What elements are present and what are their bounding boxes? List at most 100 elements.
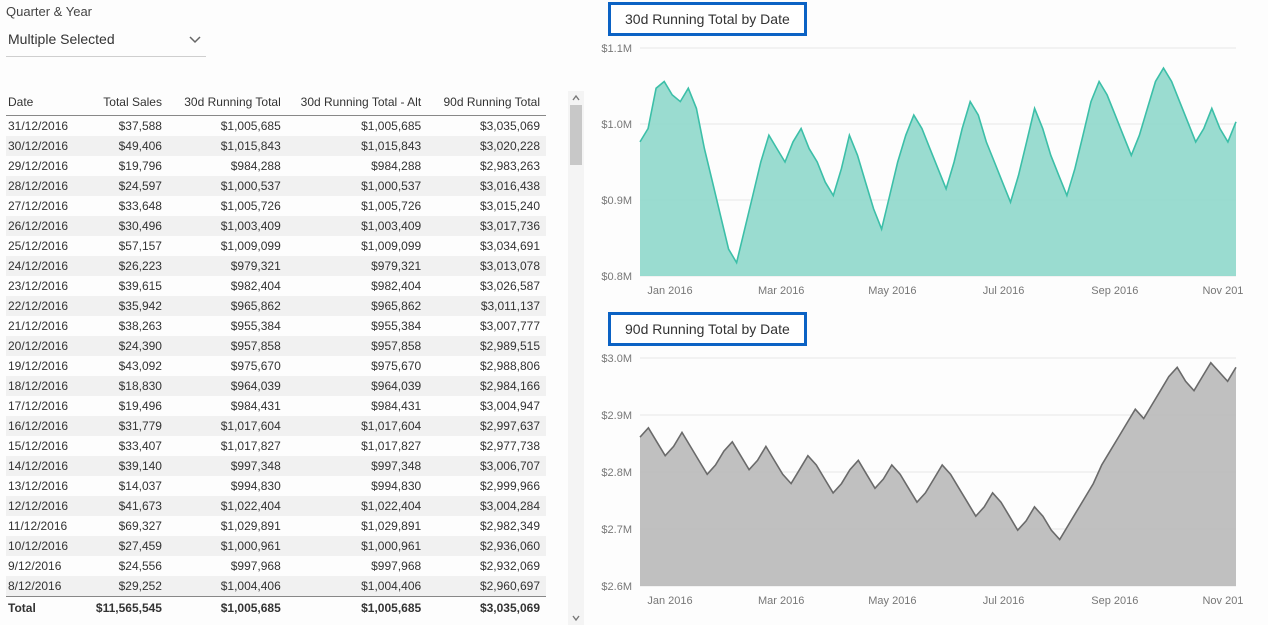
cell-date: 31/12/2016 (6, 116, 82, 137)
svg-text:Jul 2016: Jul 2016 (983, 595, 1025, 607)
cell-value: $2,984,166 (427, 376, 546, 396)
cell-value: $1,022,404 (168, 496, 287, 516)
table-row[interactable]: 31/12/2016$37,588$1,005,685$1,005,685$3,… (6, 116, 546, 137)
table-row[interactable]: 27/12/2016$33,648$1,005,726$1,005,726$3,… (6, 196, 546, 216)
table-row[interactable]: 24/12/2016$26,223$979,321$979,321$3,013,… (6, 256, 546, 276)
slicer-value: Multiple Selected (8, 31, 115, 47)
svg-text:$1.0M: $1.0M (601, 119, 632, 131)
cell-value: $3,017,736 (427, 216, 546, 236)
table-row[interactable]: 17/12/2016$19,496$984,431$984,431$3,004,… (6, 396, 546, 416)
cell-value: $19,796 (82, 156, 168, 176)
table-row[interactable]: 26/12/2016$30,496$1,003,409$1,003,409$3,… (6, 216, 546, 236)
table-row[interactable]: 23/12/2016$39,615$982,404$982,404$3,026,… (6, 276, 546, 296)
table-row[interactable]: 11/12/2016$69,327$1,029,891$1,029,891$2,… (6, 516, 546, 536)
cell-value: $1,000,961 (168, 536, 287, 556)
cell-value: $33,407 (82, 436, 168, 456)
cell-value: $997,348 (287, 456, 427, 476)
scrollbar-thumb[interactable] (570, 105, 582, 165)
table-scrollbar[interactable] (568, 91, 584, 625)
table-row[interactable]: 15/12/2016$33,407$1,017,827$1,017,827$2,… (6, 436, 546, 456)
cell-date: 13/12/2016 (6, 476, 82, 496)
svg-text:May 2016: May 2016 (868, 595, 916, 607)
table-row[interactable]: 21/12/2016$38,263$955,384$955,384$3,007,… (6, 316, 546, 336)
cell-value: $18,830 (82, 376, 168, 396)
cell-value: $2,936,060 (427, 536, 546, 556)
svg-text:Mar 2016: Mar 2016 (758, 595, 804, 607)
svg-text:$2.7M: $2.7M (601, 524, 632, 536)
svg-text:$1.1M: $1.1M (601, 43, 632, 55)
table-row[interactable]: 9/12/2016$24,556$997,968$997,968$2,932,0… (6, 556, 546, 576)
table-row[interactable]: 8/12/2016$29,252$1,004,406$1,004,406$2,9… (6, 576, 546, 597)
cell-value: $39,140 (82, 456, 168, 476)
cell-value: $3,006,707 (427, 456, 546, 476)
cell-value: $957,858 (287, 336, 427, 356)
table-row[interactable]: 20/12/2016$24,390$957,858$957,858$2,989,… (6, 336, 546, 356)
slicer-dropdown[interactable]: Multiple Selected (6, 25, 206, 57)
chart-30d[interactable]: $0.8M$0.9M$1.0M$1.1MJan 2016Mar 2016May … (584, 40, 1244, 302)
column-header[interactable]: 30d Running Total - Alt (287, 91, 427, 116)
column-header[interactable]: Date (6, 91, 82, 116)
cell-date: 27/12/2016 (6, 196, 82, 216)
chart-90d-title: 90d Running Total by Date (608, 312, 807, 346)
cell-value: $1,000,961 (287, 536, 427, 556)
cell-date: 28/12/2016 (6, 176, 82, 196)
table-row[interactable]: 30/12/2016$49,406$1,015,843$1,015,843$3,… (6, 136, 546, 156)
table-row[interactable]: 29/12/2016$19,796$984,288$984,288$2,983,… (6, 156, 546, 176)
cell-value: $984,431 (287, 396, 427, 416)
cell-value: $49,406 (82, 136, 168, 156)
cell-date: 18/12/2016 (6, 376, 82, 396)
total-cell: Total (6, 597, 82, 619)
cell-value: $965,862 (287, 296, 427, 316)
cell-date: 12/12/2016 (6, 496, 82, 516)
svg-text:$2.9M: $2.9M (601, 410, 632, 422)
cell-value: $37,588 (82, 116, 168, 137)
cell-value: $1,005,726 (168, 196, 287, 216)
cell-date: 23/12/2016 (6, 276, 82, 296)
cell-value: $1,005,685 (168, 116, 287, 137)
table-row[interactable]: 13/12/2016$14,037$994,830$994,830$2,999,… (6, 476, 546, 496)
data-table[interactable]: DateTotal Sales30d Running Total30d Runn… (6, 91, 564, 625)
chevron-down-icon (188, 32, 202, 46)
table-row[interactable]: 14/12/2016$39,140$997,348$997,348$3,006,… (6, 456, 546, 476)
cell-value: $984,431 (168, 396, 287, 416)
cell-value: $3,004,947 (427, 396, 546, 416)
column-header[interactable]: 90d Running Total (427, 91, 546, 116)
cell-value: $975,670 (168, 356, 287, 376)
svg-text:May 2016: May 2016 (868, 285, 916, 297)
cell-value: $33,648 (82, 196, 168, 216)
column-header[interactable]: Total Sales (82, 91, 168, 116)
cell-value: $964,039 (168, 376, 287, 396)
table-row[interactable]: 18/12/2016$18,830$964,039$964,039$2,984,… (6, 376, 546, 396)
cell-value: $1,005,685 (287, 116, 427, 137)
cell-value: $982,404 (287, 276, 427, 296)
cell-value: $3,016,438 (427, 176, 546, 196)
cell-value: $957,858 (168, 336, 287, 356)
cell-date: 29/12/2016 (6, 156, 82, 176)
table-row[interactable]: 25/12/2016$57,157$1,009,099$1,009,099$3,… (6, 236, 546, 256)
cell-value: $2,977,738 (427, 436, 546, 456)
cell-value: $3,026,587 (427, 276, 546, 296)
cell-value: $964,039 (287, 376, 427, 396)
cell-value: $3,015,240 (427, 196, 546, 216)
cell-value: $1,003,409 (287, 216, 427, 236)
column-header[interactable]: 30d Running Total (168, 91, 287, 116)
cell-value: $2,999,966 (427, 476, 546, 496)
table-row[interactable]: 10/12/2016$27,459$1,000,961$1,000,961$2,… (6, 536, 546, 556)
cell-date: 14/12/2016 (6, 456, 82, 476)
cell-value: $955,384 (168, 316, 287, 336)
total-cell: $1,005,685 (168, 597, 287, 619)
cell-date: 16/12/2016 (6, 416, 82, 436)
table-row[interactable]: 19/12/2016$43,092$975,670$975,670$2,988,… (6, 356, 546, 376)
cell-value: $27,459 (82, 536, 168, 556)
cell-value: $3,034,691 (427, 236, 546, 256)
cell-date: 20/12/2016 (6, 336, 82, 356)
table-row[interactable]: 12/12/2016$41,673$1,022,404$1,022,404$3,… (6, 496, 546, 516)
cell-date: 8/12/2016 (6, 576, 82, 597)
cell-value: $955,384 (287, 316, 427, 336)
chart-90d[interactable]: $2.6M$2.7M$2.8M$2.9M$3.0MJan 2016Mar 201… (584, 350, 1244, 612)
cell-value: $3,004,284 (427, 496, 546, 516)
table-row[interactable]: 16/12/2016$31,779$1,017,604$1,017,604$2,… (6, 416, 546, 436)
cell-value: $1,017,827 (168, 436, 287, 456)
table-row[interactable]: 28/12/2016$24,597$1,000,537$1,000,537$3,… (6, 176, 546, 196)
table-row[interactable]: 22/12/2016$35,942$965,862$965,862$3,011,… (6, 296, 546, 316)
